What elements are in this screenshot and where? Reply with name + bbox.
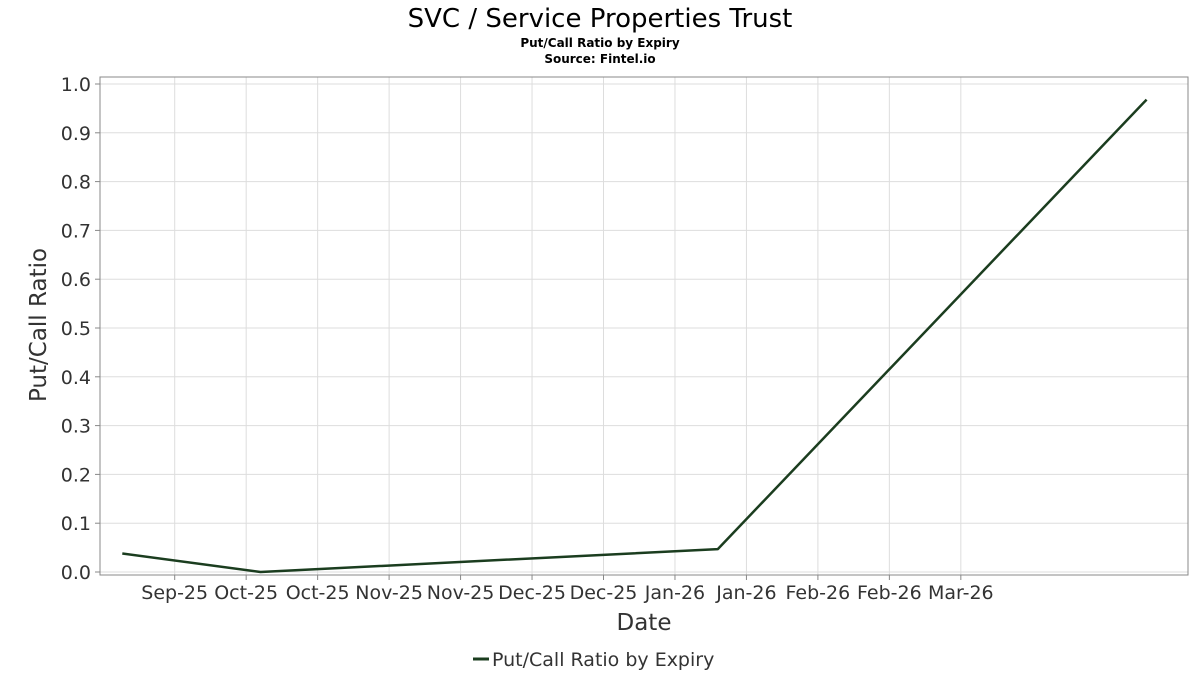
x-tick-label: Sep-25 [141, 582, 208, 604]
y-tick-label: 0.6 [61, 269, 91, 291]
x-axis-label: Date [617, 610, 672, 636]
x-tick-label: Nov-25 [355, 582, 423, 604]
y-tick-label: 0.7 [61, 220, 91, 242]
axes: 0.0 0.1 0.2 0.3 0.4 0.5 0.6 0.7 0.8 0.9 1.0 Sep-25 O… [61, 74, 994, 604]
series-layer [122, 98, 1148, 574]
x-tick-label: Oct-25 [286, 582, 350, 604]
legend: Put/Call Ratio by Expiry [473, 649, 714, 671]
y-tick-label: 1.0 [61, 74, 91, 96]
y-tick-label: 0.2 [61, 464, 91, 486]
series-line [122, 98, 1148, 574]
y-tick-label: 0.0 [61, 562, 91, 584]
y-tick-label: 0.3 [61, 416, 91, 438]
x-tick-label: Feb-26 [857, 582, 922, 604]
x-tick-label: Oct-25 [214, 582, 278, 604]
x-tick-label: Feb-26 [786, 582, 851, 604]
chart-title: SVC / Service Properties Trust [408, 4, 793, 34]
y-tick-label: 0.8 [61, 172, 91, 194]
x-tick-label: Nov-25 [427, 582, 495, 604]
y-tick-label: 0.9 [61, 123, 91, 145]
x-tick-label: Jan-26 [644, 582, 705, 604]
x-tick-label: Mar-26 [928, 582, 994, 604]
y-axis-label: Put/Call Ratio [26, 248, 52, 402]
legend-label: Put/Call Ratio by Expiry [492, 649, 714, 671]
y-tick-label: 0.1 [61, 513, 91, 535]
y-tick-label: 0.4 [61, 367, 91, 389]
plot-frame [99, 76, 1189, 576]
chart-source: Source: Fintel.io [544, 52, 655, 66]
chart-subtitle: Put/Call Ratio by Expiry [520, 36, 680, 50]
x-tick-label: Dec-25 [498, 582, 566, 604]
x-tick-label: Jan-26 [715, 582, 776, 604]
grid [100, 77, 1188, 575]
y-tick-label: 0.5 [61, 318, 91, 340]
x-tick-label: Dec-25 [570, 582, 638, 604]
